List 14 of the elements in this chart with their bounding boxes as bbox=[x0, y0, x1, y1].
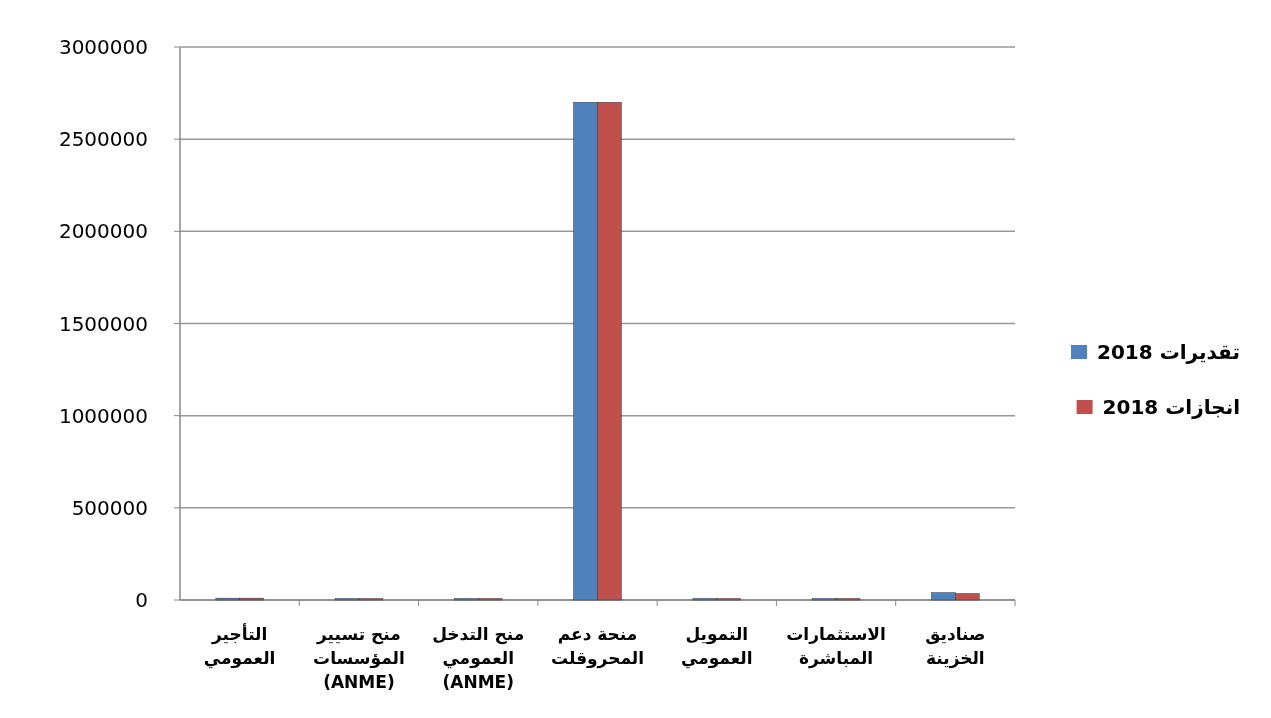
x-tick-label: الاستثمارات المباشرة bbox=[786, 624, 886, 669]
y-tick-label: 2000000 bbox=[58, 219, 148, 244]
y-tick-label: 0 bbox=[135, 588, 148, 612]
x-tick-label: التأجير العمومي bbox=[203, 623, 276, 669]
x-tick-label: منحة دعم المحروقلت bbox=[550, 624, 645, 669]
y-tick-label: 1500000 bbox=[58, 311, 148, 336]
x-tick-label: التمويل العمومي bbox=[680, 624, 753, 669]
y-tick-label: 1000000 bbox=[58, 403, 148, 428]
y-tick-label: 3000000 bbox=[58, 35, 148, 59]
y-tick-label: 2500000 bbox=[58, 127, 148, 152]
y-tick-label: 500000 bbox=[71, 495, 148, 520]
legend-label: انجازات 2018 bbox=[1102, 395, 1240, 419]
legend-label: تقديرات 2018 bbox=[1097, 340, 1240, 364]
x-tick-label: صناديق الخزينة bbox=[925, 624, 986, 669]
